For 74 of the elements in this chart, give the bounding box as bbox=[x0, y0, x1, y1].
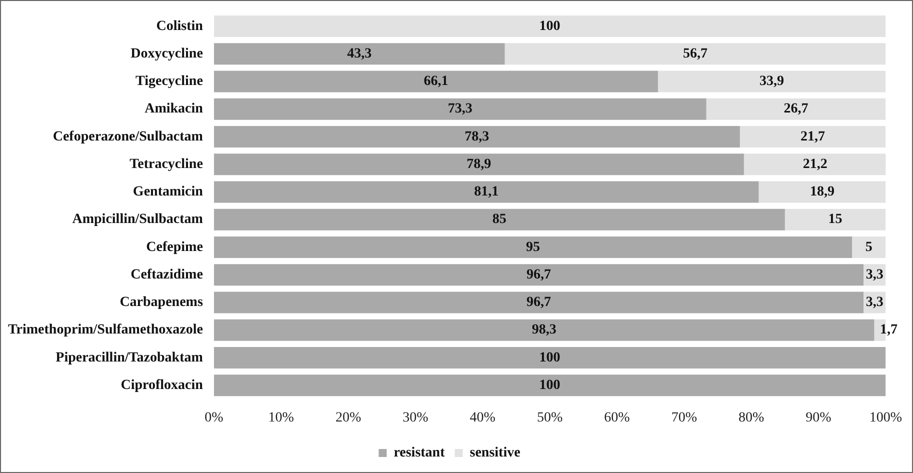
y-tick-label: Cefoperazone/Sulbactam bbox=[52, 129, 204, 144]
x-tick-label: 80% bbox=[738, 410, 764, 426]
bar bbox=[744, 154, 886, 176]
bar bbox=[504, 43, 886, 65]
data-label: 96,7 bbox=[526, 295, 551, 310]
data-label: 18,9 bbox=[810, 184, 834, 200]
x-tick-label: 70% bbox=[671, 410, 698, 426]
y-tick-label: Tetracycline bbox=[130, 156, 203, 172]
y-tick-label: Ciprofloxacin bbox=[120, 378, 204, 393]
data-label: 100 bbox=[539, 378, 560, 393]
bar bbox=[214, 70, 658, 92]
data-label: 21,7 bbox=[800, 129, 826, 144]
data-label: 100 bbox=[539, 350, 560, 366]
data-label: 78,9 bbox=[466, 156, 492, 172]
bar bbox=[852, 236, 886, 258]
y-tick-label: Doxycycline bbox=[130, 46, 203, 62]
legend-label: sensitive bbox=[470, 446, 520, 461]
bar bbox=[784, 208, 886, 230]
x-tick-label: 50% bbox=[536, 410, 563, 426]
bar bbox=[214, 264, 864, 286]
y-tick-label: Ceftazidime bbox=[130, 267, 203, 282]
bar bbox=[658, 70, 886, 92]
bar bbox=[214, 154, 744, 176]
y-tick-label: Gentamicin bbox=[132, 184, 204, 200]
bar bbox=[214, 292, 864, 314]
data-label: 73,3 bbox=[448, 102, 472, 117]
data-label: 3,3 bbox=[866, 295, 884, 310]
bar bbox=[706, 98, 886, 120]
x-tick-label: 100% bbox=[869, 410, 902, 426]
y-tick-label: Piperacillin/Tazobaktam bbox=[56, 350, 204, 366]
data-label: 81,1 bbox=[474, 184, 499, 200]
bar bbox=[214, 374, 886, 396]
bar bbox=[214, 346, 886, 369]
data-label: 95 bbox=[526, 240, 540, 255]
data-label: 66,1 bbox=[424, 74, 448, 90]
x-tick-label: 90% bbox=[806, 410, 832, 426]
y-tick-label: Cefepime bbox=[146, 240, 203, 255]
data-label: 3,3 bbox=[866, 267, 884, 282]
x-tick-label: 0% bbox=[204, 410, 224, 426]
data-label: 78,3 bbox=[464, 129, 490, 144]
data-label: 100 bbox=[539, 18, 560, 34]
bar bbox=[214, 181, 759, 203]
y-tick-label: Carbapenems bbox=[120, 295, 204, 310]
y-tick-label: Tigecycline bbox=[136, 74, 203, 90]
y-tick-label: Colistin bbox=[156, 18, 204, 34]
data-label: 15 bbox=[828, 212, 842, 228]
bar bbox=[214, 43, 505, 65]
x-tick-label: 10% bbox=[268, 410, 294, 426]
y-tick-label: Trimethoprim/Sulfamethoxazole bbox=[8, 322, 203, 338]
data-label: 56,7 bbox=[682, 46, 708, 62]
data-label: 43,3 bbox=[347, 46, 372, 62]
data-label: 26,7 bbox=[784, 102, 808, 117]
x-tick-label: 20% bbox=[335, 410, 362, 426]
data-label: 33,9 bbox=[760, 74, 784, 90]
legend-label: resistant bbox=[394, 446, 446, 461]
y-tick-label: Amikacin bbox=[144, 102, 204, 117]
bar bbox=[214, 126, 740, 148]
bar bbox=[214, 236, 852, 258]
bar bbox=[214, 98, 706, 120]
y-tick-label: Ampicillin/Sulbactam bbox=[72, 212, 204, 228]
x-tick-label: 60% bbox=[604, 410, 630, 426]
bar bbox=[214, 319, 874, 341]
data-label: 5 bbox=[865, 240, 872, 255]
bar bbox=[214, 208, 785, 230]
bar bbox=[758, 181, 886, 203]
data-label: 1,7 bbox=[880, 322, 898, 338]
data-label: 21,2 bbox=[802, 156, 828, 172]
data-label: 98,3 bbox=[532, 322, 556, 338]
x-tick-label: 30% bbox=[402, 410, 429, 426]
bar bbox=[740, 126, 886, 148]
bar bbox=[214, 15, 886, 37]
data-label: 96,7 bbox=[526, 267, 551, 282]
data-label: 85 bbox=[492, 212, 506, 228]
x-tick-label: 40% bbox=[470, 410, 496, 426]
